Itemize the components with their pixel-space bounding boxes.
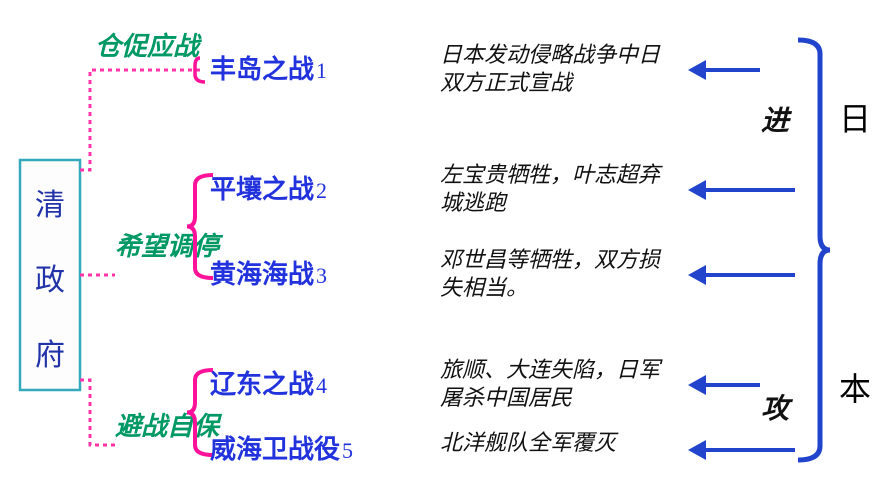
right-bracket bbox=[798, 40, 830, 460]
battle-number: 1 bbox=[316, 58, 327, 83]
battle-description: 失相当。 bbox=[440, 275, 528, 300]
qing-government-char: 府 bbox=[35, 339, 65, 372]
japan-char-top: 日 bbox=[839, 101, 871, 137]
phase-label: 希望调停 bbox=[115, 232, 224, 261]
japan-char-bottom: 本 bbox=[839, 371, 871, 407]
attack-char: 攻 bbox=[761, 393, 794, 425]
battle-description: 日本发动侵略战争中日 bbox=[440, 42, 661, 67]
battle-name: 平壤之战 bbox=[210, 174, 314, 204]
arrow-battle-1-head bbox=[688, 180, 706, 200]
dotted-connector-top bbox=[80, 70, 200, 170]
battle-number: 5 bbox=[342, 438, 353, 463]
battle-name: 威海卫战役 bbox=[210, 434, 340, 464]
arrow-battle-2-head bbox=[688, 265, 706, 285]
arrow-battle-3-head bbox=[688, 375, 706, 395]
advance-char: 进 bbox=[761, 106, 793, 137]
battle-name: 辽东之战 bbox=[210, 369, 314, 399]
qing-government-char: 政 bbox=[35, 264, 65, 297]
battle-number: 2 bbox=[316, 178, 327, 203]
battle-description: 城逃跑 bbox=[440, 190, 508, 215]
arrow-battle-0-head bbox=[688, 60, 706, 80]
qing-government-char: 清 bbox=[35, 189, 65, 222]
battle-description: 屠杀中国居民 bbox=[440, 385, 573, 410]
phase-label: 仓促应战 bbox=[95, 32, 202, 61]
battle-description: 左宝贵牺牲，叶志超弃 bbox=[440, 162, 663, 187]
battle-name: 黄海海战 bbox=[210, 260, 314, 289]
battle-description: 邓世昌等牺牲，双方损 bbox=[440, 247, 662, 272]
arrow-battle-4-head bbox=[688, 440, 706, 460]
battle-number: 4 bbox=[316, 373, 327, 398]
battle-number: 3 bbox=[316, 263, 327, 288]
battle-name: 丰岛之战 bbox=[210, 54, 314, 84]
phase-label: 避战自保 bbox=[115, 412, 223, 441]
battle-description: 双方正式宣战 bbox=[440, 70, 575, 95]
dotted-connector-bot bbox=[80, 380, 115, 445]
battle-description: 旅顺、大连失陷，日军 bbox=[440, 357, 663, 382]
battle-description: 北洋舰队全军覆灭 bbox=[440, 430, 619, 455]
